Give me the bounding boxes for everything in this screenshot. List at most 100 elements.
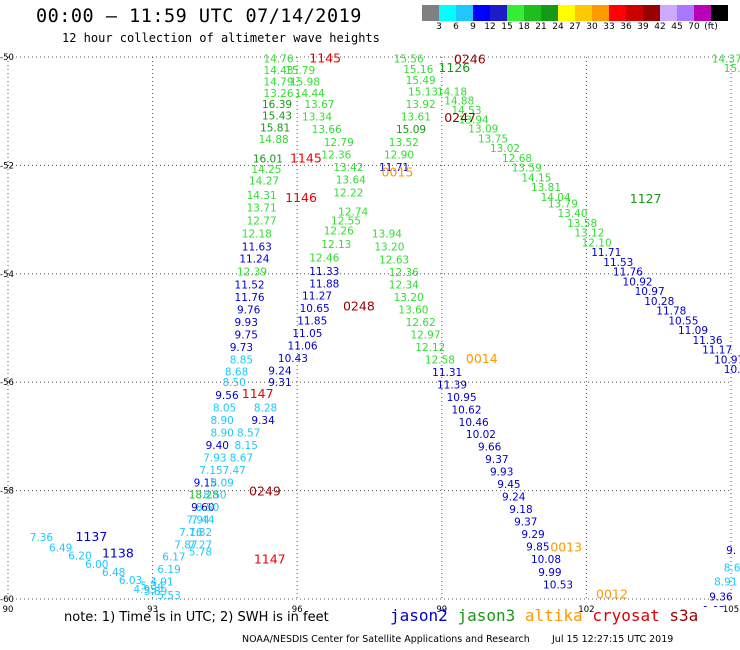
swh-value: 12.12 — [415, 342, 445, 354]
swh-value: 9.24 — [268, 365, 292, 377]
swh-value: 14.43 — [263, 65, 293, 77]
swh-value: 12.74 — [338, 206, 368, 218]
legend-swatch — [456, 5, 473, 21]
swh-value: 12.36 — [389, 267, 419, 279]
swh-value: 13.64 — [336, 174, 366, 186]
legend-swatch — [490, 5, 507, 21]
swh-value: 13.20 — [374, 242, 404, 254]
pass-time: 0248 — [343, 298, 375, 313]
swh-value: 11.05 — [292, 328, 322, 340]
swh-value: 10.55 — [668, 315, 698, 327]
longitude-label: 102 — [578, 605, 594, 615]
swh-value: 13.94 — [459, 114, 489, 126]
swh-value: 15.18 — [724, 63, 740, 75]
swh-value: 9.76 — [237, 305, 261, 317]
swh-value: 5.53 — [157, 590, 180, 602]
swh-value: 8.6 — [724, 563, 740, 575]
footer-note: note: 1) Time is in UTC; 2) SWH is in fe… — [64, 610, 329, 625]
longitude-label: 99 — [436, 605, 447, 615]
swh-value: 11.33 — [309, 266, 339, 278]
swh-value: 12.55 — [331, 216, 361, 228]
swh-value: 7.87 — [174, 539, 197, 551]
swh-value: 8.05 — [213, 403, 236, 415]
legend-label: 30 — [586, 22, 598, 32]
swh-value: 8.50 — [222, 377, 245, 389]
swh-value: 14.37 — [712, 54, 740, 66]
swh-value: 14.44 — [295, 88, 325, 100]
legend-label: 12 — [484, 22, 496, 32]
swh-value: 6.20 — [68, 551, 91, 563]
pass-time: 0015 — [382, 164, 414, 179]
swh-value: 7.15 — [199, 465, 222, 477]
swh-value: 8.28 — [254, 403, 277, 415]
swh-value: 13.66 — [312, 124, 342, 136]
swh-value: 16.01 — [253, 153, 283, 165]
swh-value: 11.09 — [678, 325, 708, 337]
swh-value: 9.37 — [485, 454, 508, 466]
swh-value: 12.39 — [237, 267, 267, 279]
satellite-name: jason3 — [457, 606, 525, 625]
swh-value: 14.15 — [521, 172, 551, 184]
pass-time: 1146 — [285, 190, 317, 205]
swh-value: 13.92 — [406, 99, 436, 111]
swh-value: 7.27 — [189, 539, 212, 551]
swh-value: 13.34 — [302, 112, 332, 124]
swh-value: 9.73 — [230, 342, 253, 354]
pass-time: 1147 — [242, 386, 274, 401]
swh-value: 5.89 — [144, 586, 167, 598]
legend-label: 6 — [453, 22, 459, 32]
swh-value: 12.58 — [425, 354, 455, 366]
longitude-label: 93 — [147, 605, 158, 615]
swh-value: 15.43 — [262, 111, 292, 123]
legend-swatch — [677, 5, 694, 21]
swh-value: 9.29 — [521, 529, 544, 541]
swh-value: 14.88 — [259, 134, 289, 146]
swh-value: 10.28 — [644, 296, 674, 308]
swh-value: 14.04 — [541, 192, 571, 204]
latitude-label: -52 — [0, 161, 14, 171]
legend-swatch — [694, 5, 711, 21]
swh-value: 14.79 — [263, 76, 293, 88]
longitude-label: 96 — [292, 605, 303, 615]
swh-value: 9.66 — [478, 442, 502, 454]
swh-value: 9.02 — [702, 605, 725, 617]
swh-value: 15.49 — [406, 75, 436, 87]
legend-label: 70 — [688, 22, 700, 32]
swh-value: 15.81 — [260, 122, 290, 134]
generation-timestamp: Jul 15 12:27:15 UTC 2019 — [552, 634, 674, 645]
swh-value: 11.31 — [432, 367, 462, 379]
pass-time: 1138 — [102, 545, 134, 560]
swh-value: 11.71 — [591, 247, 621, 259]
swh-value: 13.20 — [394, 292, 424, 304]
swh-value: 6.48 — [102, 567, 125, 579]
swh-value: 13.75 — [478, 133, 508, 145]
legend-swatch — [541, 5, 558, 21]
latitude-label: -56 — [0, 378, 14, 388]
lat-lon-grid — [7, 56, 732, 600]
swh-value: 11.85 — [297, 315, 327, 327]
swh-value: 15.16 — [403, 64, 433, 76]
swh-value: 6.17 — [162, 552, 185, 564]
swh-value: 12.77 — [247, 216, 277, 228]
swh-value: 12.36 — [321, 150, 351, 162]
legend-label: 42 — [654, 22, 666, 32]
swh-value: 9.24 — [502, 492, 526, 504]
swh-value: 7.94 — [186, 514, 210, 526]
legend-swatch — [507, 5, 524, 21]
swh-value: 14.88 — [444, 95, 474, 107]
legend-swatch — [660, 5, 677, 21]
swh-value: 8.90 — [210, 428, 233, 440]
swh-value: 9.56 — [215, 390, 239, 402]
legend-swatch — [524, 5, 541, 21]
satellite-name: cryosat — [592, 606, 670, 625]
satellite-name: jason2 — [390, 606, 458, 625]
swh-value: 9.93 — [235, 317, 258, 329]
swh-value: 4.95 — [133, 584, 156, 596]
swh-value: 12.10 — [582, 237, 612, 249]
swh-value: 13.94 — [372, 229, 402, 241]
swh-value: 7.82 — [189, 527, 212, 539]
swh-value: 15.13 — [408, 87, 438, 99]
map-subtitle: 12 hour collection of altimeter wave hei… — [62, 31, 380, 45]
swh-value: 8.50 — [196, 502, 219, 514]
